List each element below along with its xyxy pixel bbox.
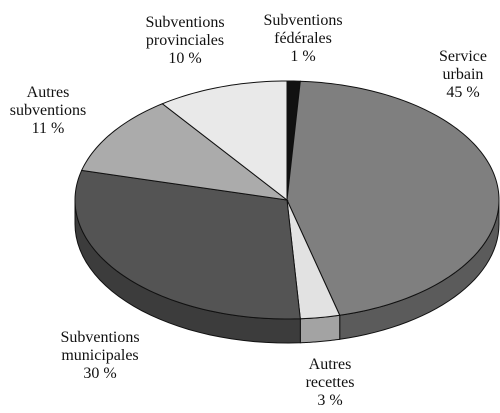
slice [161, 80, 288, 202]
slice [80, 103, 289, 201]
category-label: Subventions fédérales [263, 12, 343, 47]
value-label: 11 % [31, 120, 65, 137]
category-label: Service urbain [439, 48, 487, 83]
value-label: 30 % [83, 365, 117, 382]
slice [286, 80, 500, 316]
value-label: 10 % [168, 50, 202, 67]
category-label: Subventions provinciales [145, 14, 225, 49]
slice-label: Subventions fédérales 1 % [263, 12, 342, 66]
slice [286, 199, 341, 320]
slice [74, 169, 301, 320]
value-label: 1 % [290, 48, 316, 65]
slice-label: Subventions provinciales 10 % [145, 14, 224, 68]
slice-label: Subventions municipales 30 % [60, 329, 139, 383]
slice-label: Service urbain 45 % [439, 48, 487, 102]
slice-label: Autres recettes 3 % [306, 356, 355, 410]
category-label: Subventions municipales [60, 329, 140, 364]
category-label: Autres subventions [9, 84, 87, 119]
value-label: 45 % [446, 84, 480, 101]
slice-label: Autres subventions 11 % [10, 84, 86, 138]
value-label: 3 % [317, 392, 343, 409]
slice-side [299, 314, 341, 344]
category-label: Autres recettes [305, 356, 355, 391]
